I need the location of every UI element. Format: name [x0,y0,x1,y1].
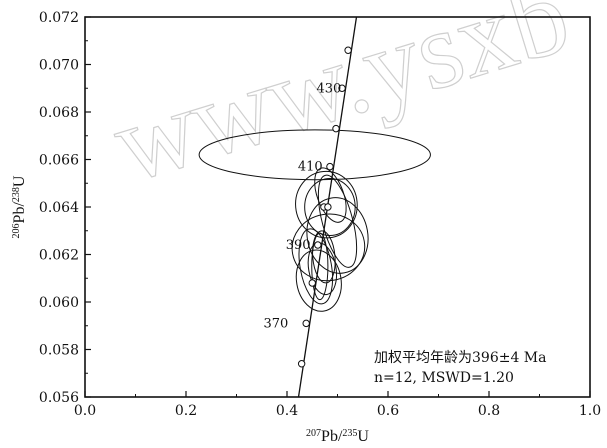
error-ellipse [311,232,329,301]
x-tick-label: 0.0 [74,403,96,419]
watermark: www.ysxb [100,0,583,206]
x-tick-label: 0.8 [478,403,500,419]
y-axis: 0.056 0.058 0.060 0.062 0.064 0.066 0.068 0.070… [39,10,91,406]
age-label: 370 [263,316,288,331]
error-ellipse [304,178,356,236]
y-tick-label: 0.064 [39,200,79,216]
y-tick-label: 0.058 [39,343,79,359]
weighted-mean-marker [324,203,332,211]
x-axis-title: 207Pb/235U [306,428,369,446]
y-tick-label: 0.056 [39,390,79,406]
y-tick-label: 0.070 [39,58,79,74]
error-ellipse [291,213,366,282]
age-marker [308,279,316,287]
age-marker [302,319,310,328]
age-marker [326,162,334,171]
error-ellipses [198,129,431,312]
mean-point [324,203,332,211]
error-ellipse [314,167,347,223]
y-tick-label: 0.066 [39,153,79,169]
age-labels: 430 410 390 370 [263,81,341,331]
age-marker [297,360,306,368]
weighted-mean-age-label: 加权平均年龄为396±4 Ma [374,350,547,366]
age-marker [344,46,352,54]
x-tick-label: 0.6 [377,403,399,419]
age-marker [314,241,322,249]
y-tick-label: 0.068 [39,105,79,121]
age-label: 410 [298,160,323,175]
y-axis-title: 206Pb/238U [11,175,29,238]
error-ellipse [312,230,336,284]
y-tick-label: 0.060 [39,295,79,311]
error-ellipse [295,249,342,312]
watermark-text: www.ysxb [100,0,582,206]
x-axis: 0.0 0.2 0.4 0.6 0.8 1.0 [74,391,601,419]
y-tick-label: 0.072 [39,10,79,26]
x-tick-label: 0.4 [276,403,298,419]
x-tick-label: 0.2 [175,403,197,419]
age-label: 430 [317,81,342,96]
error-ellipse [306,197,369,274]
n-mswd-label: n=12, MSWD=1.20 [374,370,514,386]
x-tick-label: 1.0 [579,403,601,419]
age-label: 390 [286,238,311,253]
age-marker [332,124,340,133]
y-tick-label: 0.062 [39,248,79,264]
age-marker [338,84,346,92]
error-ellipse [295,170,358,239]
error-ellipse [317,174,358,268]
